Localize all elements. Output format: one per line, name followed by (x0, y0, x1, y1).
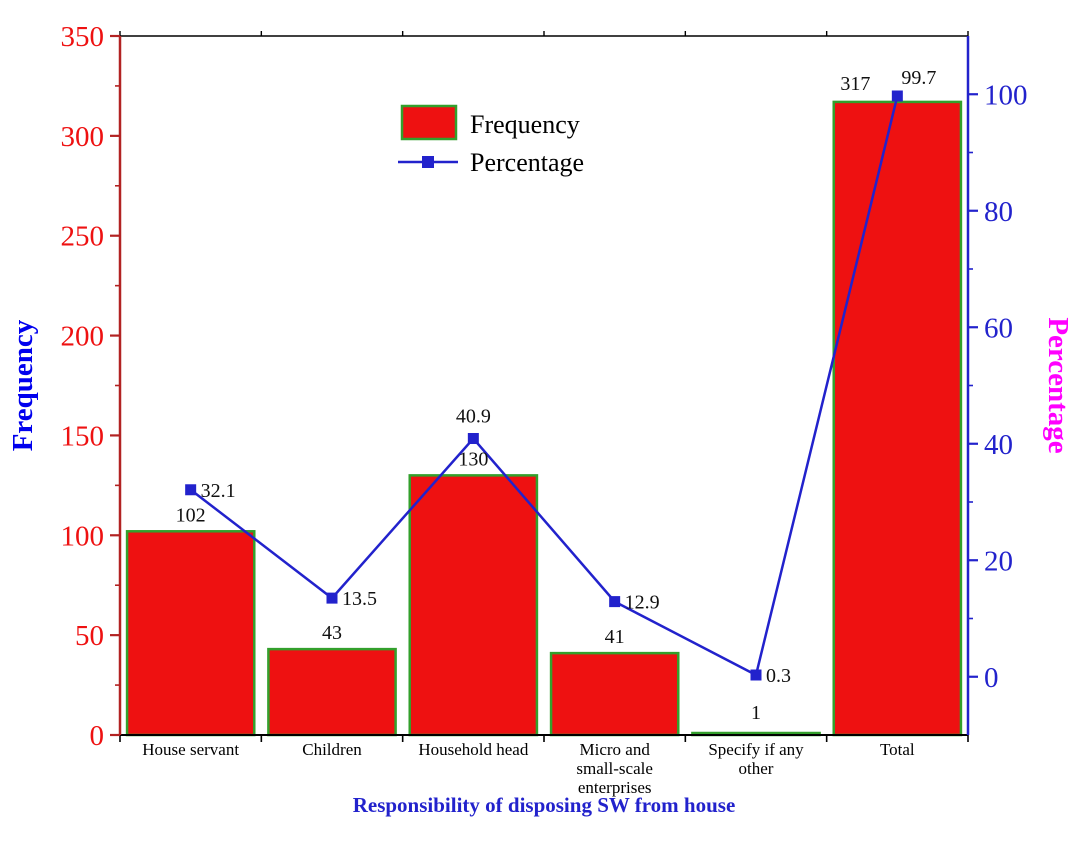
right-tick-label: 40 (984, 429, 1013, 461)
bar-value-label: 317 (840, 73, 870, 95)
bar-value-label: 43 (322, 622, 342, 644)
left-tick-label: 350 (61, 21, 105, 53)
left-tick-label: 150 (61, 420, 105, 452)
bar-value-label: 130 (458, 448, 488, 470)
percentage-marker (891, 90, 903, 102)
line-value-label: 99.7 (901, 67, 936, 89)
percentage-line (189, 95, 899, 677)
category-label: House servant (142, 740, 239, 759)
category-label: Children (302, 740, 362, 759)
bar-value-label: 1 (751, 702, 761, 724)
frequency-bar (125, 530, 256, 737)
category-label: small-scale (576, 759, 652, 778)
right-tick-label: 60 (984, 312, 1013, 344)
left-tick-label: 300 (61, 121, 105, 153)
left-tick-label: 200 (61, 321, 105, 353)
right-tick-label: 20 (984, 545, 1013, 577)
line-value-label: 40.9 (456, 406, 491, 428)
category-label: Specify if any (708, 740, 804, 759)
percentage-marker (609, 596, 621, 608)
percentage-marker (467, 433, 479, 445)
legend-frequency-swatch (400, 104, 458, 141)
category-label: Micro and (579, 740, 650, 759)
category-label: Household head (418, 740, 529, 759)
frequency-bar (267, 647, 397, 737)
frequency-bar (408, 474, 539, 737)
line-value-label: 13.5 (342, 588, 377, 610)
line-value-label: 12.9 (625, 592, 660, 614)
percentage-marker (326, 592, 338, 604)
left-tick-label: 0 (90, 720, 105, 752)
left-tick-label: 50 (75, 620, 104, 652)
bar-value-label: 41 (605, 626, 625, 648)
category-label: other (739, 759, 774, 778)
frequency-bar (832, 100, 963, 737)
bar-value-label: 102 (176, 504, 206, 526)
category-label: Total (880, 740, 915, 759)
x-axis-title: Responsibility of disposing SW from hous… (353, 793, 736, 817)
percentage-marker (185, 484, 197, 496)
right-tick-label: 0 (984, 662, 999, 694)
left-axis-title: Frequency (7, 319, 39, 451)
line-value-label: 32.1 (201, 480, 236, 502)
percentage-marker (750, 669, 762, 681)
legend-frequency-label: Frequency (470, 110, 580, 139)
right-tick-label: 80 (984, 196, 1013, 228)
line-value-label: 0.3 (766, 665, 791, 687)
right-tick-label: 100 (984, 79, 1028, 111)
category-label: enterprises (578, 778, 652, 797)
legend-percentage-label: Percentage (470, 148, 584, 177)
left-tick-label: 100 (61, 520, 105, 552)
left-tick-label: 250 (61, 221, 105, 253)
right-axis-title: Percentage (1042, 317, 1074, 453)
frequency-bar (549, 651, 680, 737)
legend-percentage-marker (422, 156, 434, 168)
